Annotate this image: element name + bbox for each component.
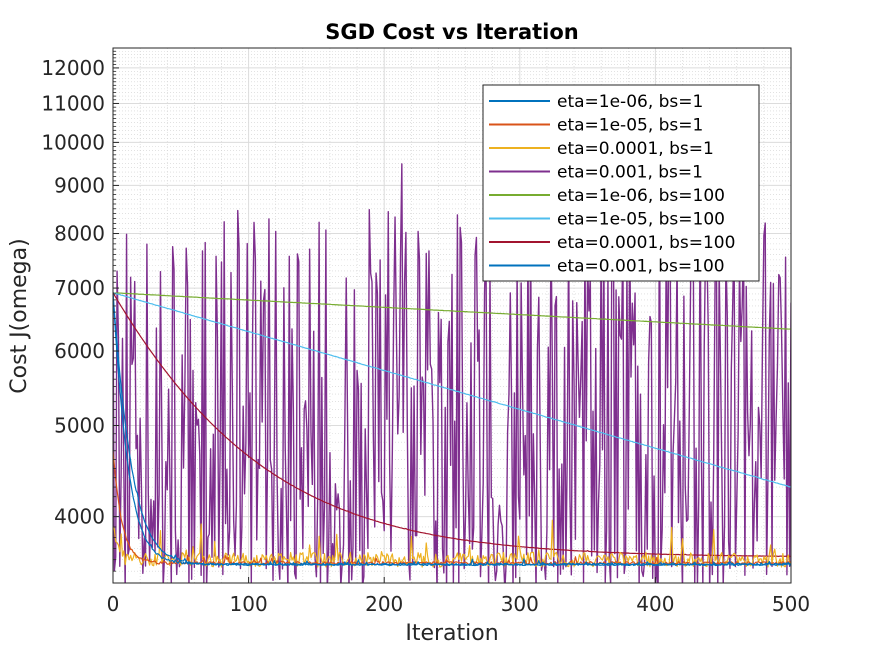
legend: eta=1e-06, bs=1 eta=1e-05, bs=1 eta=0.0001…	[482, 84, 760, 282]
legend-entry: eta=1e-05, bs=1	[557, 116, 703, 136]
axis-ticks: 0 100 200 300 400 500 4000 5000 6000 7000 8000 9000…	[41, 50, 810, 616]
series-line-4	[113, 292, 791, 330]
y-tick-label: 10000	[41, 130, 105, 154]
x-tick-label: 0	[107, 592, 120, 616]
chart-title: SGD Cost vs Iteration	[325, 20, 579, 44]
x-tick-label: 400	[636, 592, 674, 616]
y-tick-label: 4000	[54, 505, 105, 529]
y-tick-label: 8000	[54, 222, 105, 246]
y-tick-label: 12000	[41, 56, 105, 80]
legend-entry: eta=0.0001, bs=100	[557, 233, 735, 253]
y-tick-label: 9000	[54, 173, 105, 197]
y-tick-label: 5000	[54, 413, 105, 437]
series-line-7	[113, 293, 791, 567]
legend-entry: eta=1e-06, bs=1	[557, 92, 703, 112]
legend-entry: eta=1e-05, bs=100	[557, 210, 725, 230]
series-line-1	[113, 451, 791, 566]
legend-entry: eta=0.0001, bs=1	[557, 139, 714, 159]
series-line-3	[113, 159, 791, 583]
legend-entry: eta=1e-06, bs=100	[557, 186, 725, 206]
axes-frame	[112, 47, 792, 584]
legend-box	[482, 84, 760, 282]
series-line-6	[113, 292, 791, 557]
x-tick-label: 100	[230, 592, 268, 616]
series-line-5	[113, 292, 791, 488]
x-axis-label: Iteration	[405, 621, 498, 646]
legend-entry: eta=0.001, bs=100	[557, 257, 725, 277]
legend-entry: eta=0.001, bs=1	[557, 163, 703, 183]
y-tick-label: 6000	[54, 339, 105, 363]
x-tick-label: 300	[501, 592, 539, 616]
y-axis-label: Cost J(omega)	[7, 238, 32, 393]
y-tick-label: 11000	[41, 91, 105, 115]
series-layer	[113, 159, 791, 583]
x-tick-label: 500	[772, 592, 810, 616]
x-tick-label: 200	[365, 592, 403, 616]
y-tick-label: 7000	[54, 276, 105, 300]
